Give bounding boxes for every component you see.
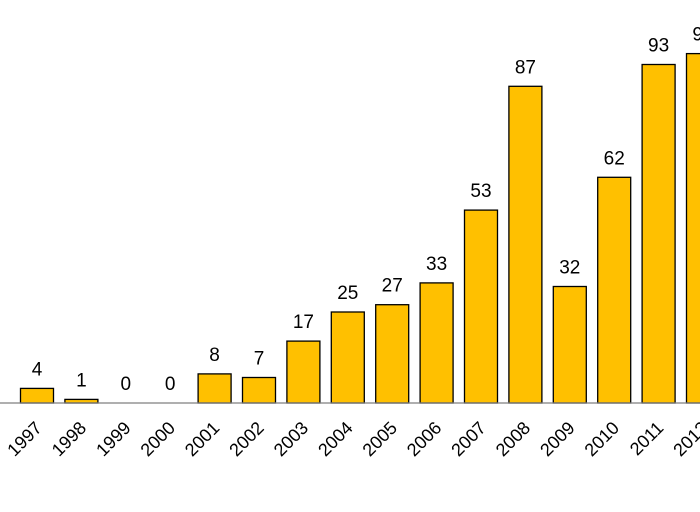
x-tick-label-1998: 1998 <box>48 418 90 460</box>
data-label-2012: 96 <box>692 25 700 46</box>
x-tick-label-2003: 2003 <box>270 418 312 460</box>
x-tick-label-2009: 2009 <box>536 418 578 460</box>
x-tick-label-2007: 2007 <box>447 418 489 460</box>
bar-2007 <box>463 209 499 404</box>
x-tick-label-1999: 1999 <box>92 418 134 460</box>
data-label-1998: 1 <box>76 370 87 391</box>
data-label-2004: 25 <box>337 283 358 304</box>
x-tick-label-1997: 1997 <box>3 418 45 460</box>
x-tick-label-2004: 2004 <box>314 418 356 460</box>
bar-1997 <box>19 387 55 404</box>
x-tick-label-2011: 2011 <box>626 418 668 460</box>
x-tick-label-2008: 2008 <box>492 418 534 460</box>
data-label-2003: 17 <box>293 312 314 333</box>
data-label-2010: 62 <box>604 148 625 169</box>
data-label-2006: 33 <box>426 254 447 275</box>
x-tick-label-2012: 2012 <box>669 418 700 460</box>
bar-2011 <box>641 63 676 404</box>
bar-2009 <box>552 285 587 404</box>
bars-group <box>19 52 700 404</box>
bar-2001 <box>197 373 232 404</box>
x-tick-label-2005: 2005 <box>359 418 401 460</box>
bar-2002 <box>241 376 277 404</box>
x-tick-labels-group: 1997 1998 1999 2000 2001 2002 2003 2004 2005 2006… <box>3 418 700 460</box>
x-tick-label-2002: 2002 <box>225 418 267 460</box>
data-label-2005: 27 <box>382 276 403 297</box>
bar-2010 <box>597 176 632 404</box>
bar-2005 <box>375 304 410 404</box>
x-tick-label-2001: 2001 <box>181 418 223 460</box>
x-tick-label-2010: 2010 <box>581 418 623 460</box>
data-label-2007: 53 <box>470 181 491 202</box>
data-label-2001: 8 <box>209 345 220 366</box>
data-label-2009: 32 <box>559 258 580 279</box>
bar-2012 <box>685 52 700 404</box>
data-label-2011: 93 <box>648 36 669 57</box>
bar-2003 <box>286 340 321 404</box>
data-label-1997: 4 <box>32 359 43 380</box>
data-label-2000: 0 <box>165 374 176 395</box>
data-labels-group: 41008717252733538732629396 <box>32 25 700 395</box>
x-tick-label-2000: 2000 <box>137 418 179 460</box>
bar-2006 <box>419 282 454 404</box>
bar-2008 <box>508 85 543 404</box>
data-label-1999: 0 <box>121 374 132 395</box>
bar-2004 <box>330 311 365 404</box>
x-tick-label-2006: 2006 <box>403 418 445 460</box>
data-label-2008: 87 <box>515 57 536 78</box>
data-label-2002: 7 <box>254 349 265 370</box>
